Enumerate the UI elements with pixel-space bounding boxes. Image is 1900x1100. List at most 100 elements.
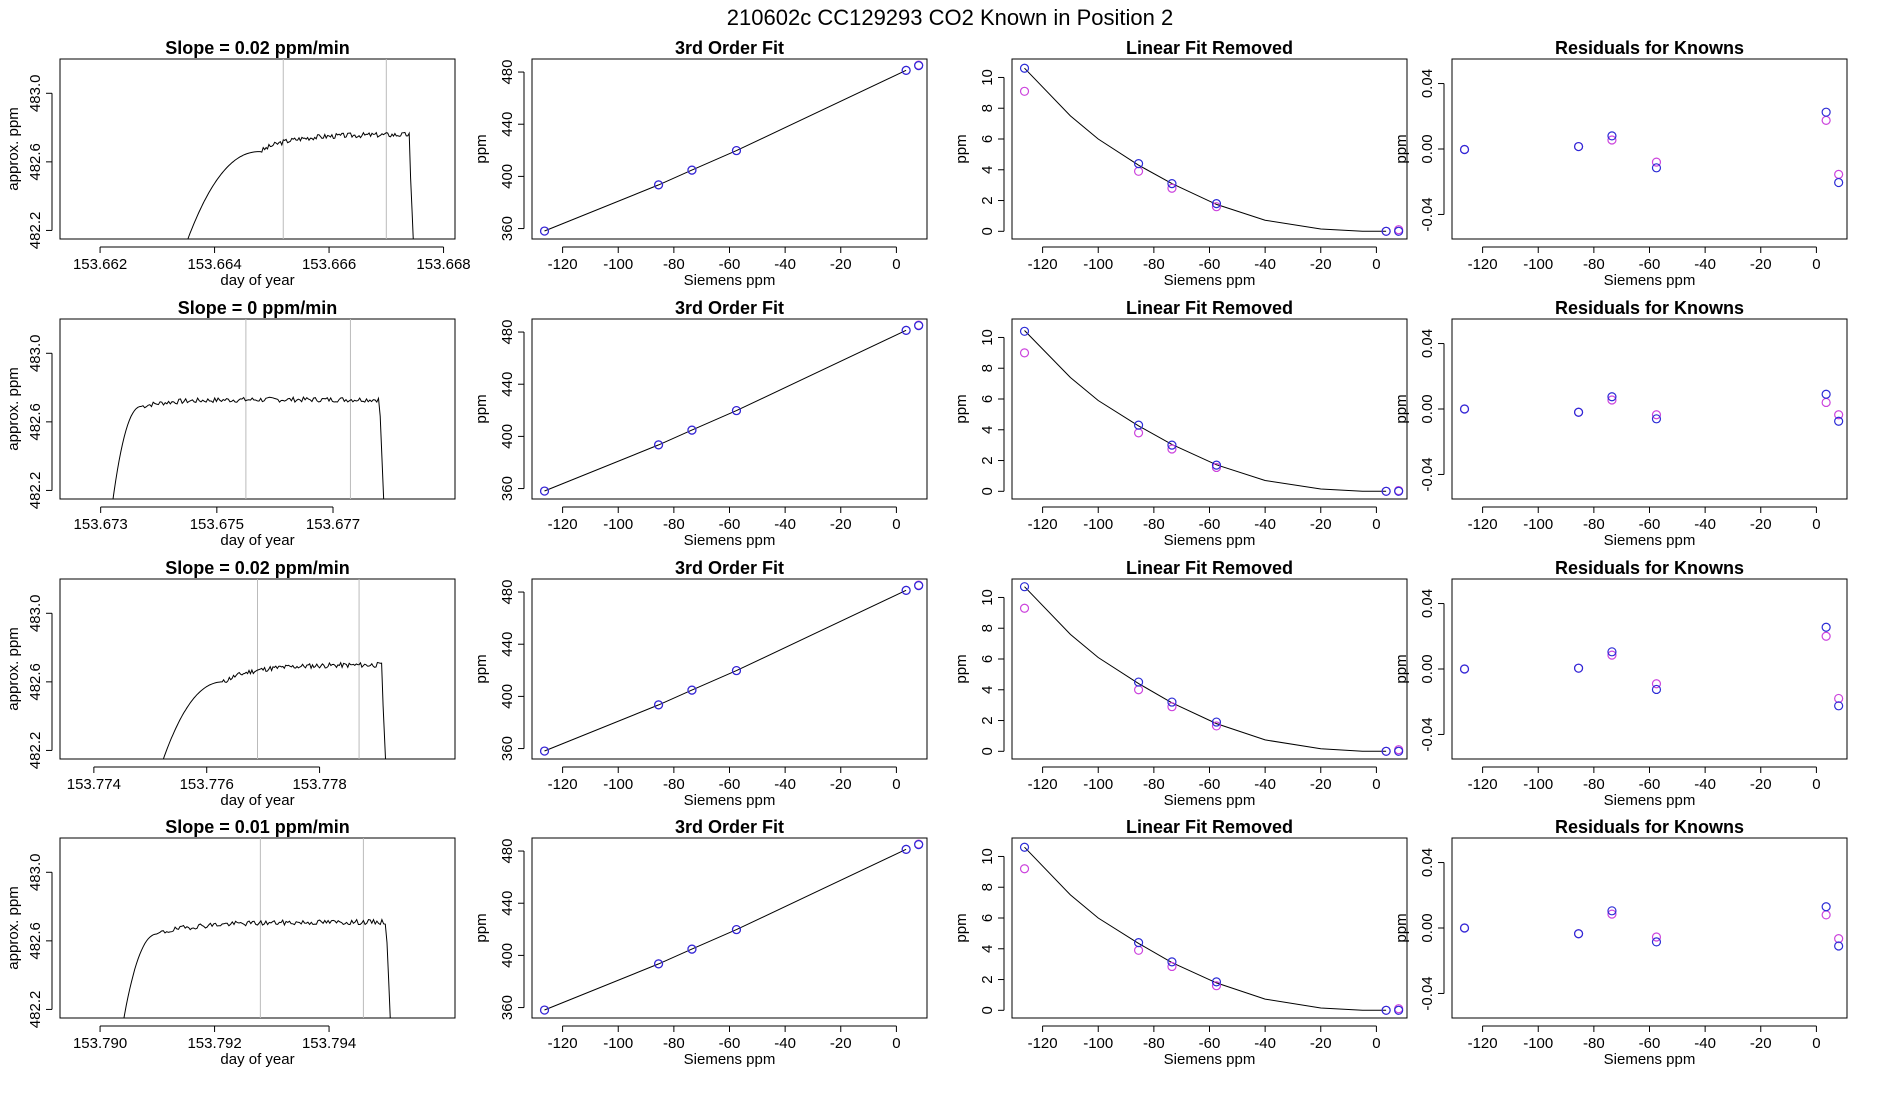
y-tick-label: 480 bbox=[499, 60, 516, 85]
x-tick-label: -20 bbox=[1310, 1035, 1332, 1052]
y-tick-label: 483.0 bbox=[27, 335, 44, 373]
x-tick-label: -20 bbox=[830, 776, 852, 793]
y-tick-label: 360 bbox=[499, 995, 516, 1020]
x-axis-label: day of year bbox=[220, 532, 294, 549]
panel-title: 3rd Order Fit bbox=[675, 558, 784, 578]
x-tick-label: 153.790 bbox=[73, 1035, 127, 1052]
x-tick-label: -20 bbox=[830, 256, 852, 273]
x-axis-label: Siemens ppm bbox=[1164, 272, 1256, 289]
x-tick-label: 0 bbox=[892, 516, 900, 533]
x-tick-label: -100 bbox=[1523, 516, 1553, 533]
panel-title: Slope = 0 ppm/min bbox=[178, 298, 338, 318]
x-axis-label: Siemens ppm bbox=[1164, 1051, 1256, 1068]
y-axis-label: ppm bbox=[473, 134, 490, 163]
y-tick-label: -0.04 bbox=[1419, 457, 1436, 491]
y-tick-label: -0.04 bbox=[1419, 717, 1436, 751]
x-tick-label: -100 bbox=[1523, 776, 1553, 793]
y-tick-label: 2 bbox=[979, 975, 996, 983]
y-tick-label: 483.0 bbox=[27, 854, 44, 892]
y-axis-label: ppm bbox=[953, 913, 970, 942]
x-tick-label: -100 bbox=[1523, 256, 1553, 273]
x-tick-label: -100 bbox=[603, 256, 633, 273]
y-tick-label: 400 bbox=[499, 164, 516, 189]
panel-title: Residuals for Knowns bbox=[1555, 817, 1744, 837]
y-axis-label: ppm bbox=[1393, 654, 1410, 683]
x-tick-label: -60 bbox=[1199, 516, 1221, 533]
y-axis-label: ppm bbox=[473, 654, 490, 683]
x-tick-label: -20 bbox=[1750, 516, 1772, 533]
y-tick-label: 0 bbox=[979, 1006, 996, 1014]
x-tick-label: 153.774 bbox=[67, 776, 121, 793]
y-axis-label: ppm bbox=[1393, 394, 1410, 423]
y-tick-label: 400 bbox=[499, 424, 516, 449]
y-tick-label: 10 bbox=[979, 329, 996, 346]
x-axis-label: day of year bbox=[220, 272, 294, 289]
y-axis-label: approx. ppm bbox=[5, 367, 22, 450]
panel-title: Residuals for Knowns bbox=[1555, 298, 1744, 318]
y-tick-label: 0 bbox=[979, 487, 996, 495]
panel-title: 3rd Order Fit bbox=[675, 298, 784, 318]
x-tick-label: -120 bbox=[548, 1035, 578, 1052]
x-tick-label: 153.668 bbox=[416, 256, 470, 273]
x-axis-label: day of year bbox=[220, 1051, 294, 1068]
x-tick-label: 153.666 bbox=[302, 256, 356, 273]
x-tick-label: 0 bbox=[1812, 256, 1820, 273]
x-tick-label: -20 bbox=[1750, 1035, 1772, 1052]
panel-title: Slope = 0.02 ppm/min bbox=[165, 38, 350, 58]
y-tick-label: 4 bbox=[979, 686, 996, 694]
x-tick-label: -80 bbox=[1143, 256, 1165, 273]
y-tick-label: 480 bbox=[499, 839, 516, 864]
x-tick-label: -20 bbox=[1310, 516, 1332, 533]
y-tick-label: 6 bbox=[979, 914, 996, 922]
panel-title: 3rd Order Fit bbox=[675, 38, 784, 58]
y-tick-label: 2 bbox=[979, 456, 996, 464]
x-tick-label: -80 bbox=[1143, 1035, 1165, 1052]
y-axis-label: ppm bbox=[1393, 913, 1410, 942]
y-tick-label: 482.6 bbox=[27, 403, 44, 441]
x-tick-label: -100 bbox=[1083, 516, 1113, 533]
y-tick-label: 6 bbox=[979, 395, 996, 403]
x-tick-label: -120 bbox=[1028, 516, 1058, 533]
y-tick-label: 360 bbox=[499, 216, 516, 241]
x-tick-label: -100 bbox=[1083, 1035, 1113, 1052]
x-tick-label: -60 bbox=[1199, 776, 1221, 793]
x-tick-label: -40 bbox=[774, 776, 796, 793]
x-axis-label: Siemens ppm bbox=[1164, 532, 1256, 549]
y-tick-label: 360 bbox=[499, 476, 516, 501]
y-tick-label: 440 bbox=[499, 891, 516, 916]
x-tick-label: -120 bbox=[1028, 256, 1058, 273]
y-axis-label: ppm bbox=[953, 134, 970, 163]
x-tick-label: -60 bbox=[1639, 776, 1661, 793]
x-tick-label: -80 bbox=[1143, 516, 1165, 533]
y-axis-label: ppm bbox=[953, 654, 970, 683]
x-tick-label: -80 bbox=[663, 776, 685, 793]
x-tick-label: 0 bbox=[1812, 1035, 1820, 1052]
x-tick-label: -80 bbox=[1583, 776, 1605, 793]
y-tick-label: 8 bbox=[979, 104, 996, 112]
x-tick-label: -60 bbox=[1639, 1035, 1661, 1052]
y-tick-label: 6 bbox=[979, 655, 996, 663]
x-tick-label: 0 bbox=[892, 256, 900, 273]
panel-title: Linear Fit Removed bbox=[1126, 817, 1293, 837]
x-tick-label: -80 bbox=[663, 256, 685, 273]
x-tick-label: -60 bbox=[719, 1035, 741, 1052]
panel-title: Residuals for Knowns bbox=[1555, 558, 1744, 578]
x-tick-label: 153.778 bbox=[292, 776, 346, 793]
y-tick-label: 10 bbox=[979, 848, 996, 865]
figure-canvas: 210602c CC129293 CO2 Known in Position 2… bbox=[0, 0, 1900, 1100]
y-tick-label: 0.00 bbox=[1419, 394, 1436, 423]
x-tick-label: -40 bbox=[1254, 776, 1276, 793]
x-axis-label: Siemens ppm bbox=[684, 272, 776, 289]
y-tick-label: 0.04 bbox=[1419, 589, 1436, 618]
x-tick-label: 153.792 bbox=[187, 1035, 241, 1052]
y-tick-label: 4 bbox=[979, 945, 996, 953]
x-tick-label: -120 bbox=[548, 516, 578, 533]
y-tick-label: 8 bbox=[979, 624, 996, 632]
x-tick-label: -120 bbox=[1468, 776, 1498, 793]
x-axis-label: Siemens ppm bbox=[684, 1051, 776, 1068]
y-axis-label: approx. ppm bbox=[5, 886, 22, 969]
x-tick-label: -100 bbox=[603, 776, 633, 793]
y-axis-label: approx. ppm bbox=[5, 107, 22, 190]
y-tick-label: 482.2 bbox=[27, 212, 44, 250]
x-tick-label: -100 bbox=[1083, 776, 1113, 793]
